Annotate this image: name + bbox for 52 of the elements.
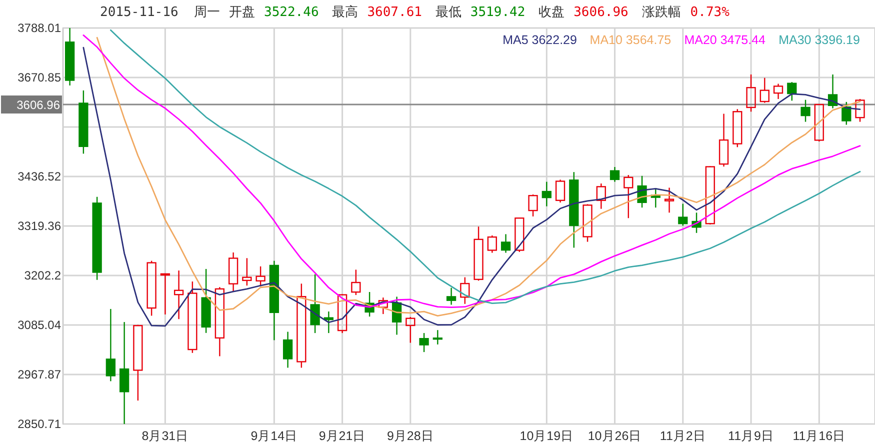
text: 开盘 xyxy=(229,4,255,19)
y-tick-label: 3319.36 xyxy=(18,219,62,233)
candlestick xyxy=(174,270,184,320)
text: MA30 3396.19 xyxy=(778,33,860,47)
candlestick xyxy=(64,27,75,86)
text: 3522.46 xyxy=(264,5,319,20)
candlestick xyxy=(718,113,729,168)
x-tick-label: 9月14日 xyxy=(250,429,298,443)
candlestick xyxy=(664,187,674,214)
text: 3607.61 xyxy=(367,5,422,20)
text: 3606.96 xyxy=(574,5,628,20)
x-tick-label: 11月16日 xyxy=(792,429,846,443)
x-tick-label: 11月9日 xyxy=(728,429,774,443)
candlestick xyxy=(596,182,606,210)
candlestick xyxy=(432,329,442,346)
ref-line-label: 3606.96 xyxy=(16,98,60,112)
x-tick-label: 8月31日 xyxy=(142,429,189,443)
y-tick-label: 3670.85 xyxy=(18,70,62,84)
x-tick-label: 11月2日 xyxy=(660,429,706,443)
candlestick xyxy=(446,287,456,306)
text: MA5 3622.29 xyxy=(502,33,578,47)
candlestick xyxy=(542,181,552,207)
y-tick-label: 3436.52 xyxy=(18,170,62,184)
candlestick xyxy=(324,310,334,334)
candlestick xyxy=(214,286,224,357)
candlestick xyxy=(610,166,620,182)
text: 2015-11-16 xyxy=(100,5,178,20)
y-tick-label: 2967.87 xyxy=(18,368,62,382)
y-tick-label: 2850.71 xyxy=(18,417,62,431)
candlestick xyxy=(119,321,130,425)
text: 收盘 xyxy=(538,4,565,19)
x-tick-label: 10月19日 xyxy=(520,429,574,443)
y-tick-label: 3788.01 xyxy=(18,21,62,35)
x-tick-label: 9月21日 xyxy=(318,429,366,443)
text: 0.73% xyxy=(690,5,730,20)
y-tick-label: 3085.04 xyxy=(18,318,62,332)
x-tick-label: 10月26日 xyxy=(588,429,642,443)
text: MA10 3564.75 xyxy=(590,33,672,47)
candlestick xyxy=(282,331,293,368)
candlestick xyxy=(269,260,279,341)
text: 3519.42 xyxy=(470,5,526,20)
y-tick-label: 3202.2 xyxy=(24,268,62,282)
text: 涨跌幅 xyxy=(642,4,681,19)
x-tick-label: 9月28日 xyxy=(386,429,434,443)
candlestick xyxy=(228,252,238,292)
candlestick xyxy=(378,296,388,315)
candlestick xyxy=(106,308,116,382)
text: MA20 3475.44 xyxy=(684,33,766,47)
text: 最高 xyxy=(332,4,358,19)
text: 最低 xyxy=(435,4,462,19)
candlestick xyxy=(500,234,511,254)
text: 周一 xyxy=(194,4,220,19)
